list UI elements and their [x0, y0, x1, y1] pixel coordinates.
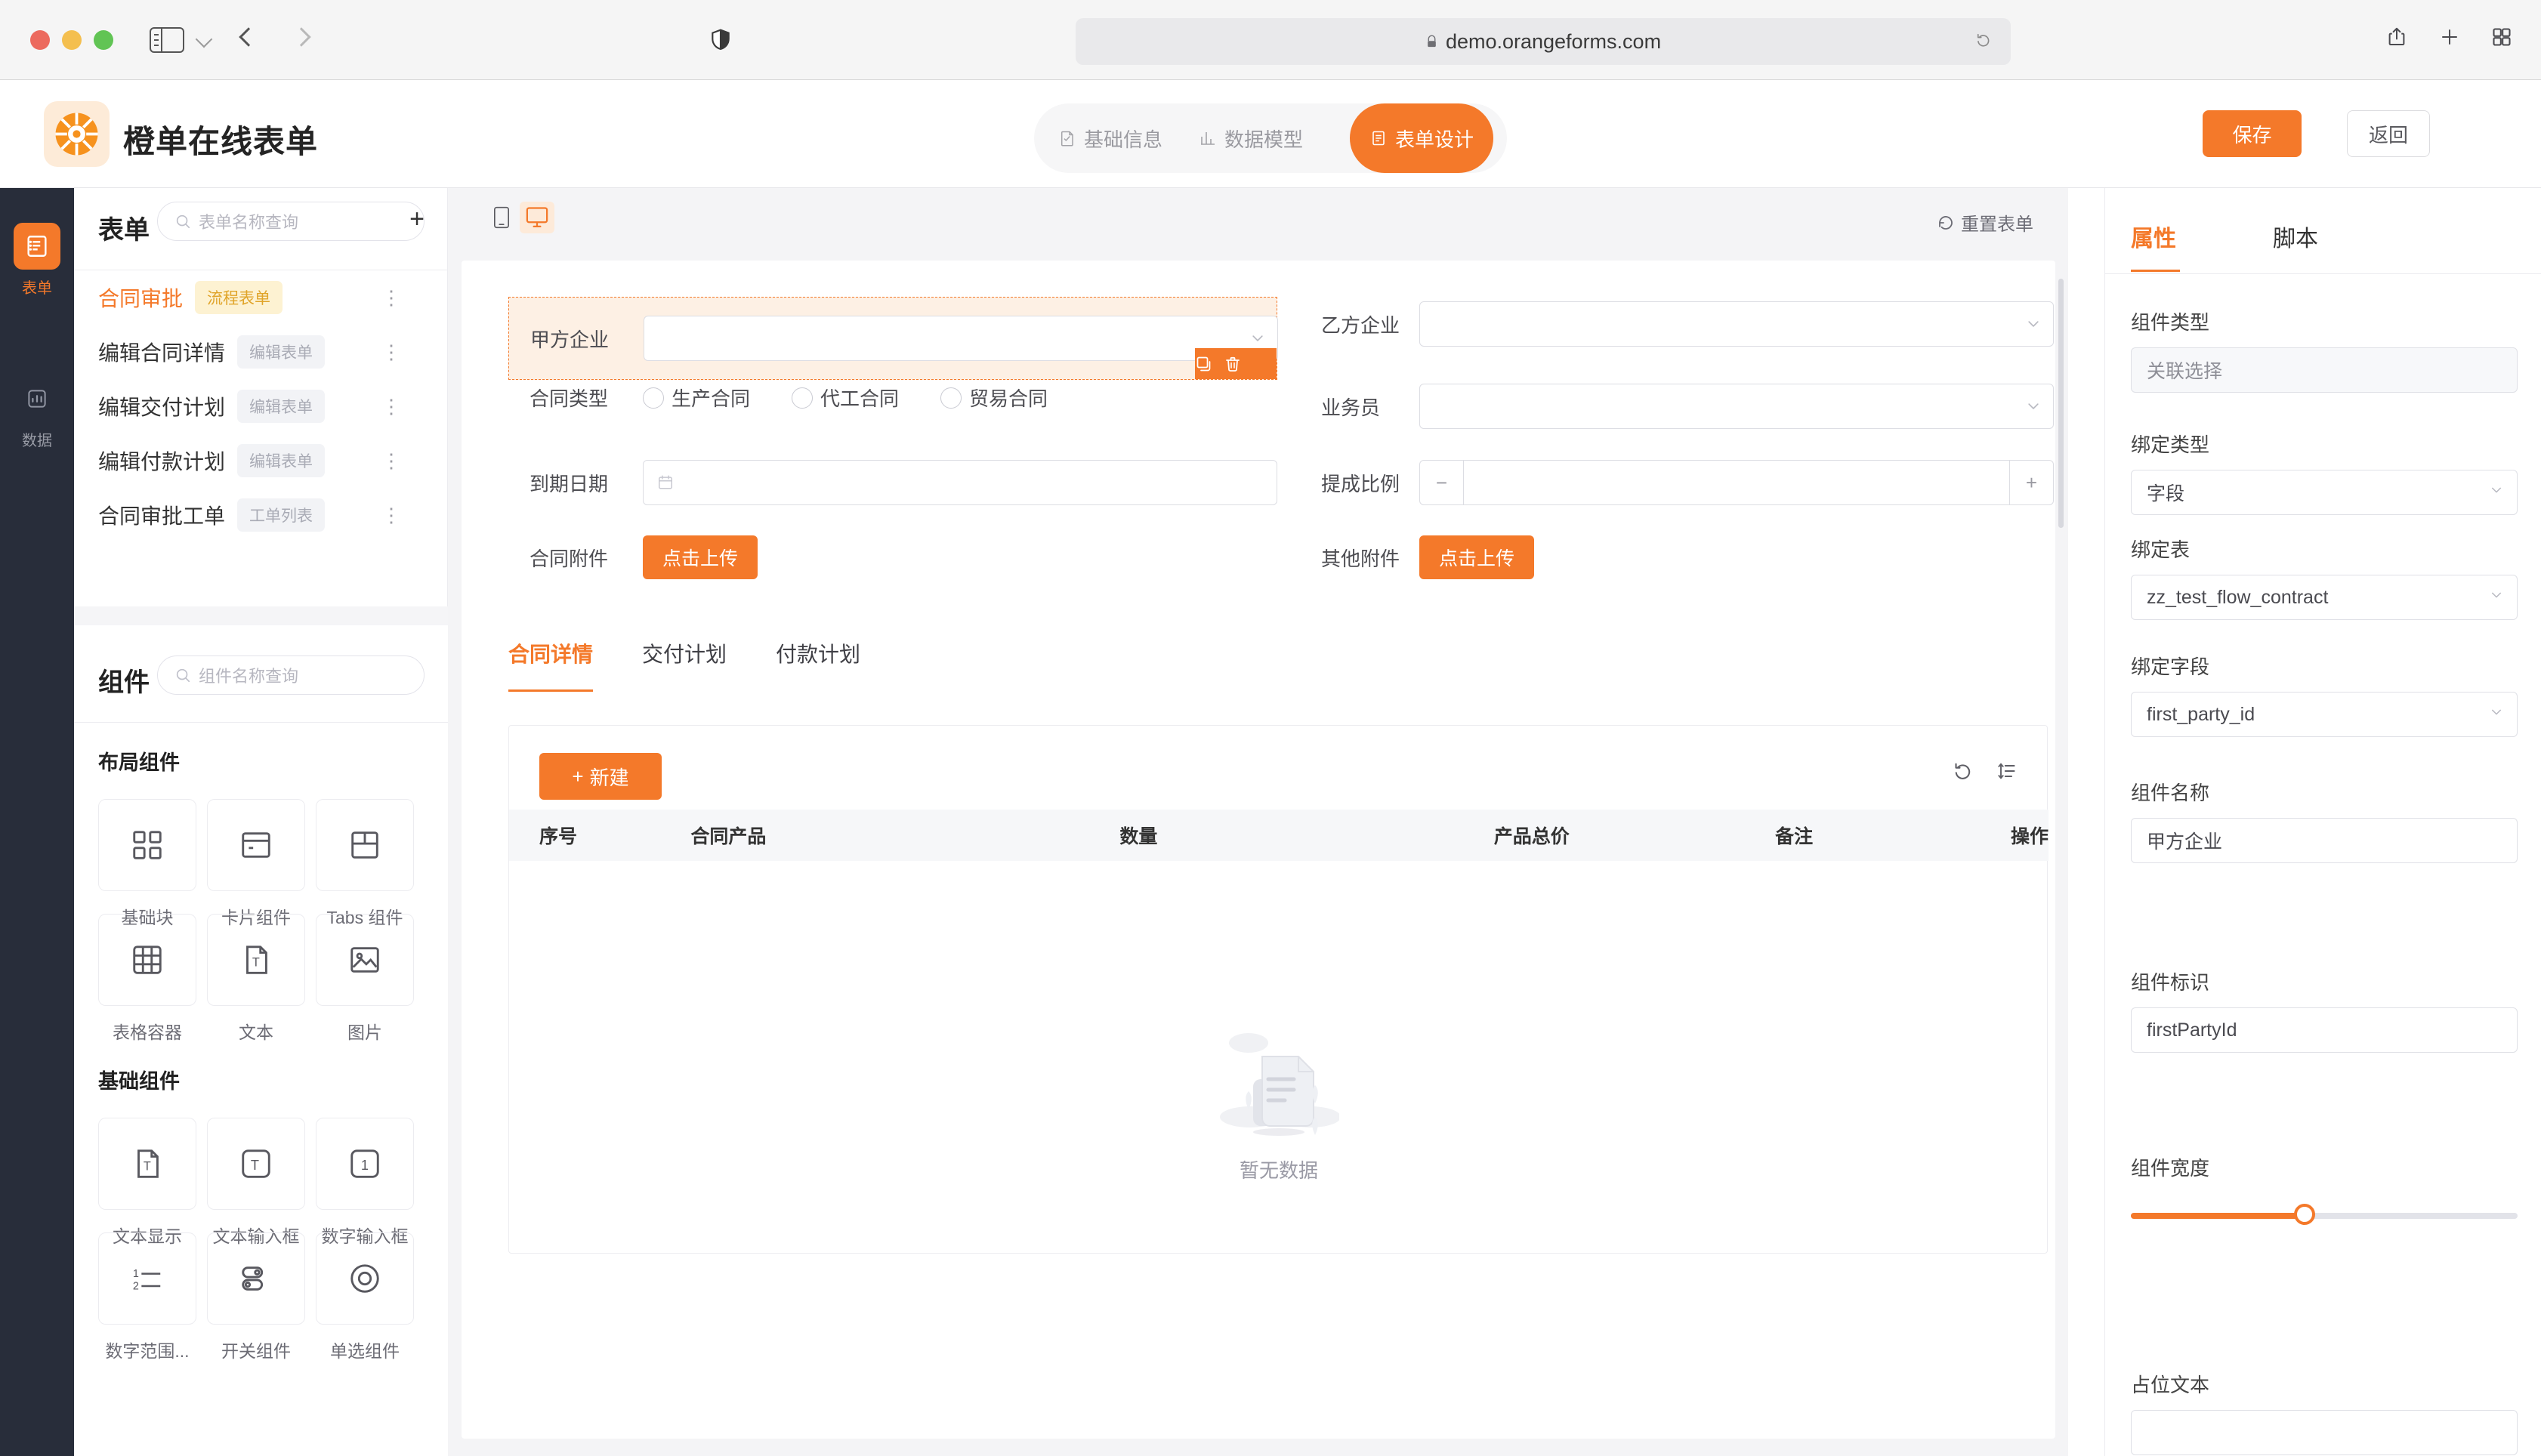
svg-text:T: T — [144, 1160, 151, 1174]
svg-text:1: 1 — [361, 1158, 369, 1173]
svg-text:T: T — [252, 956, 260, 970]
svg-text:2: 2 — [133, 1280, 139, 1292]
svg-text:1: 1 — [133, 1268, 139, 1280]
svg-text:T: T — [251, 1158, 259, 1173]
